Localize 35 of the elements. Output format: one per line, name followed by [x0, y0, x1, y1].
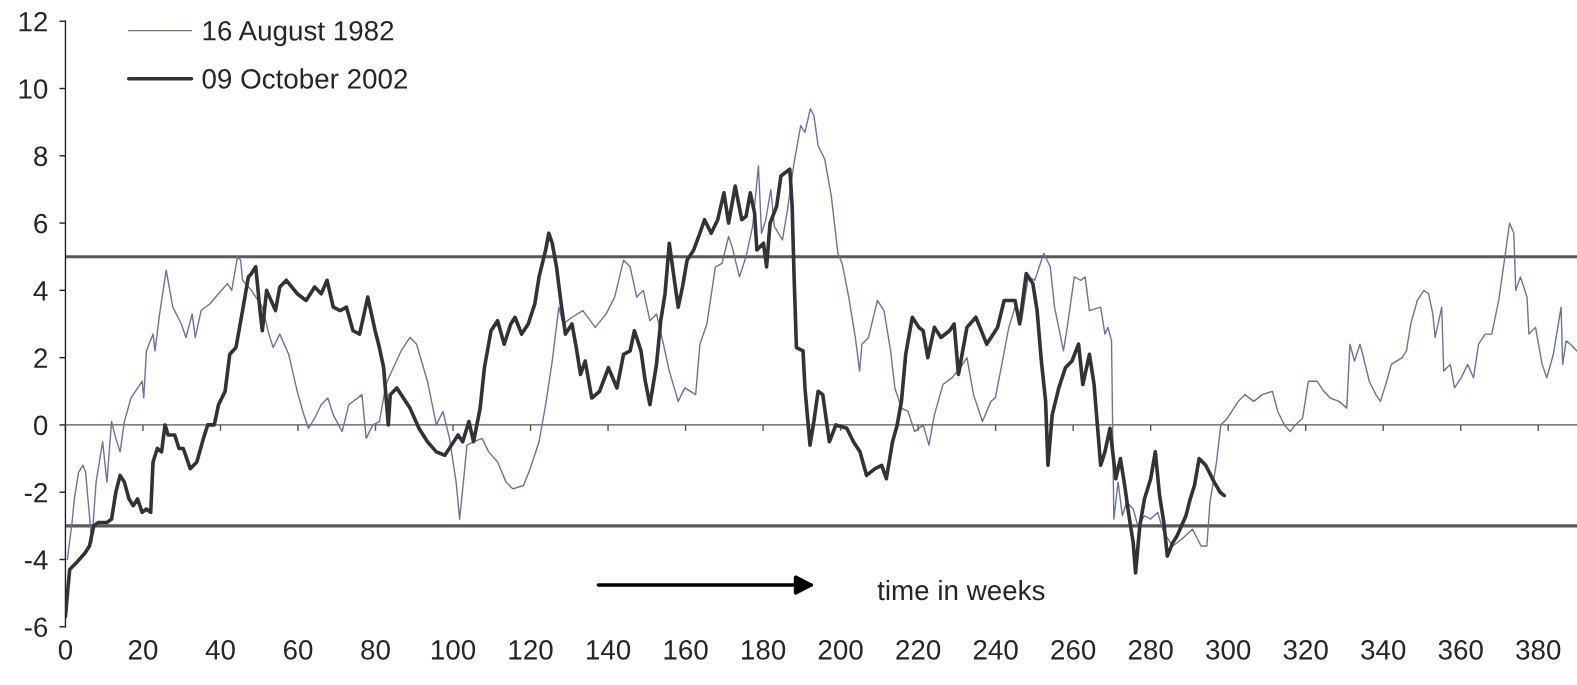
x-tick-label: 320 [1283, 640, 1328, 660]
y-tick-label: 4 [33, 281, 48, 301]
x-tick-label: 260 [1051, 640, 1096, 660]
y-tick-label: -6 [24, 617, 48, 638]
x-tick-label: 140 [587, 640, 631, 660]
x-tick-label: 60 [283, 640, 313, 660]
y-tick-label: 10 [19, 79, 48, 99]
line-series [65, 167, 1227, 619]
x-tick-label: 20 [128, 640, 158, 660]
x-tick-label: 280 [1128, 640, 1173, 660]
x-tick-label: 120 [509, 640, 553, 660]
annotation: time in weeks [877, 579, 1045, 601]
x-tick-label: 380 [1516, 640, 1561, 660]
x-tick-label: 80 [361, 640, 390, 660]
y-tick-label: 6 [34, 213, 48, 234]
y-tick-label: 2 [34, 348, 47, 368]
line-series [66, 108, 1577, 561]
y-tick-label: 8 [34, 146, 48, 167]
x-tick-label: 40 [205, 640, 235, 660]
x-tick-label: 0 [58, 640, 73, 660]
x-tick-label: 300 [1206, 640, 1251, 660]
x-tick-label: 340 [1361, 640, 1406, 660]
legend-label: 16 August 1982 [203, 20, 394, 47]
x-tick-label: 160 [664, 640, 708, 660]
x-tick-label: 220 [896, 640, 941, 660]
y-tick-label: -2 [24, 482, 47, 503]
x-tick-label: 360 [1438, 640, 1483, 660]
legend-label: 09 October 2002 [202, 68, 408, 89]
y-tick-label: 0 [34, 415, 48, 436]
x-tick-label: 200 [818, 640, 863, 660]
x-tick-label: 180 [742, 640, 786, 660]
y-tick-label: -4 [24, 550, 48, 570]
x-tick-label: 240 [973, 640, 1018, 660]
x-tick-label: 100 [431, 640, 476, 660]
y-tick-label: 12 [19, 11, 47, 32]
